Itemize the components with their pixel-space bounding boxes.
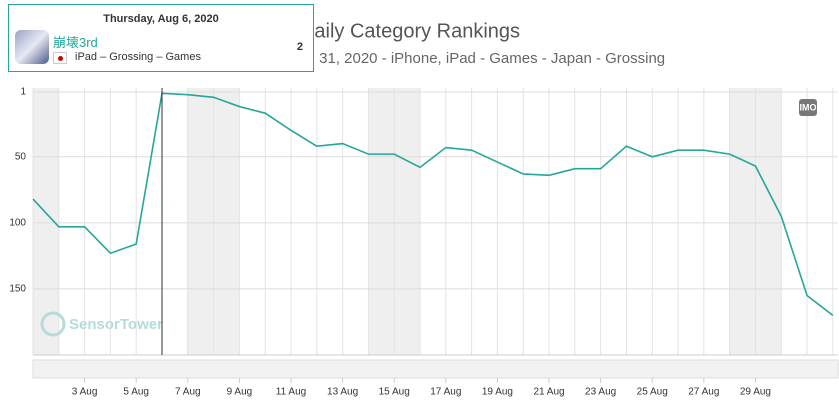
- x-tick-label: 3 Aug: [72, 387, 98, 398]
- tooltip-app: 崩壊3rd: [53, 35, 98, 50]
- tooltip-rank: 2: [296, 41, 303, 53]
- app-icon: [15, 30, 49, 64]
- x-tick-label: 13 Aug: [327, 387, 358, 398]
- x-tick-label: 7 Aug: [175, 387, 201, 398]
- x-tick-label: 5 Aug: [123, 387, 149, 398]
- x-tick-label: 17 Aug: [430, 387, 461, 398]
- series-line: [32, 92, 834, 316]
- tooltip: Thursday, Aug 6, 2020 崩壊3rd iPad – Gross…: [8, 4, 314, 72]
- watermark-logo: [40, 311, 66, 337]
- x-tick-label: 19 Aug: [482, 387, 513, 398]
- tooltip-details: iPad – Grossing – Games: [75, 51, 201, 63]
- y-tick-label: 150: [9, 284, 26, 295]
- x-tick-label: 9 Aug: [227, 387, 253, 398]
- y-tick-label: 1: [20, 87, 26, 98]
- x-tick-label: 23 Aug: [585, 387, 616, 398]
- x-tick-label: 27 Aug: [688, 387, 719, 398]
- flag: [53, 52, 67, 64]
- plot-area: [33, 88, 838, 355]
- x-tick-label: 15 Aug: [379, 387, 410, 398]
- x-tick-label: 29 Aug: [740, 387, 771, 398]
- badge-bg: [799, 99, 817, 116]
- x-tick-label: 11 Aug: [276, 387, 306, 398]
- x-tick-label: 21 Aug: [533, 387, 564, 398]
- tooltip-date: Thursday, Aug 6, 2020: [103, 13, 219, 25]
- y-tick-label: 50: [15, 151, 27, 162]
- weekend-band: [187, 88, 239, 355]
- chart-title: Daily Category Rankings: [300, 20, 520, 42]
- badge: IMO: [800, 102, 817, 112]
- y-tick-label: 100: [9, 217, 26, 228]
- navigator[interactable]: [32, 359, 839, 379]
- x-tick-label: 25 Aug: [637, 387, 668, 398]
- watermark: SensorTower: [69, 316, 163, 333]
